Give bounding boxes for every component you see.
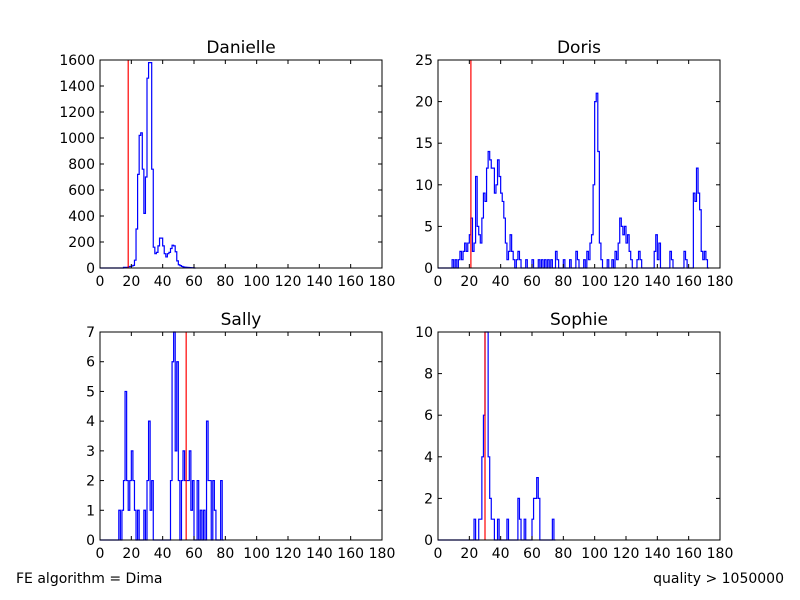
y-tick-label: 6 — [86, 355, 95, 371]
y-tick-label: 1200 — [59, 105, 95, 121]
x-tick-label: 0 — [434, 546, 443, 562]
y-tick-label: 3 — [86, 444, 95, 460]
x-tick-label: 180 — [707, 274, 734, 290]
x-tick-label: 100 — [243, 274, 270, 290]
y-tick-label: 5 — [86, 384, 95, 400]
x-tick-label: 100 — [581, 274, 608, 290]
x-tick-label: 160 — [675, 274, 702, 290]
x-tick-label: 80 — [554, 274, 572, 290]
x-tick-label: 180 — [369, 546, 396, 562]
y-tick-label: 1 — [86, 503, 95, 519]
axes-frame — [99, 331, 383, 541]
footer-algorithm-label: FE algorithm = Dima — [16, 571, 163, 587]
y-tick-label: 20 — [415, 95, 433, 111]
x-tick-label: 60 — [523, 274, 541, 290]
y-tick-label: 800 — [68, 157, 95, 173]
axes-frame — [437, 331, 721, 541]
x-tick-label: 160 — [337, 274, 364, 290]
x-tick-label: 20 — [122, 274, 140, 290]
x-tick-label: 180 — [707, 546, 734, 562]
x-tick-label: 80 — [216, 546, 234, 562]
y-tick-label: 1400 — [59, 79, 95, 95]
y-tick-label: 2 — [86, 474, 95, 490]
x-tick-label: 100 — [581, 546, 608, 562]
y-tick-label: 0 — [424, 261, 433, 277]
x-tick-label: 60 — [185, 546, 203, 562]
x-tick-label: 60 — [185, 274, 203, 290]
panel-title: Danielle — [206, 38, 275, 58]
x-tick-label: 120 — [275, 546, 302, 562]
x-tick-label: 40 — [154, 274, 172, 290]
y-tick-label: 400 — [68, 209, 95, 225]
x-tick-label: 40 — [492, 274, 510, 290]
y-tick-label: 10 — [415, 325, 433, 341]
panel-2: Sally 0 20 40 60 80 100 120 140 160 180 0 1 2 3 4 5 6 7 — [86, 310, 395, 562]
panel-title: Doris — [557, 38, 601, 58]
footer-quality-label: quality > 1050000 — [653, 571, 784, 587]
y-tick-label: 8 — [424, 367, 433, 383]
histogram-series — [100, 331, 224, 541]
y-tick-label: 1600 — [59, 53, 95, 69]
x-tick-label: 20 — [122, 546, 140, 562]
x-tick-label: 140 — [306, 274, 333, 290]
y-tick-label: 4 — [424, 450, 433, 466]
y-tick-label: 200 — [68, 235, 95, 251]
x-tick-label: 80 — [554, 546, 572, 562]
y-tick-label: 15 — [415, 136, 433, 152]
panel-0: Danielle 0 20 40 60 80 100 120 140 160 180 0 200 400 6… — [59, 38, 395, 290]
x-tick-label: 180 — [369, 274, 396, 290]
x-tick-label: 120 — [613, 546, 640, 562]
y-tick-label: 7 — [86, 325, 95, 341]
y-tick-label: 10 — [415, 178, 433, 194]
histogram-series — [438, 331, 556, 541]
y-tick-label: 0 — [424, 533, 433, 549]
x-tick-label: 100 — [243, 546, 270, 562]
y-tick-label: 1000 — [59, 131, 95, 147]
x-tick-label: 160 — [337, 546, 364, 562]
x-tick-label: 120 — [613, 274, 640, 290]
histogram-series — [438, 92, 710, 269]
panel-title: Sophie — [550, 310, 608, 330]
y-tick-label: 4 — [86, 414, 95, 430]
y-tick-label: 5 — [424, 219, 433, 235]
y-tick-label: 0 — [86, 533, 95, 549]
y-tick-label: 2 — [424, 491, 433, 507]
x-tick-label: 80 — [216, 274, 234, 290]
panel-title: Sally — [221, 310, 262, 330]
x-tick-label: 40 — [154, 546, 172, 562]
x-tick-label: 140 — [644, 274, 671, 290]
y-tick-label: 6 — [424, 408, 433, 424]
panel-1: Doris 0 20 40 60 80 100 120 140 160 180 0 5 10 15 20 25 — [415, 38, 733, 290]
x-tick-label: 0 — [96, 274, 105, 290]
y-tick-label: 25 — [415, 53, 433, 69]
x-tick-label: 140 — [644, 546, 671, 562]
x-tick-label: 20 — [460, 274, 478, 290]
x-tick-label: 60 — [523, 546, 541, 562]
y-tick-label: 0 — [86, 261, 95, 277]
x-tick-label: 0 — [434, 274, 443, 290]
x-tick-label: 0 — [96, 546, 105, 562]
x-tick-label: 20 — [460, 546, 478, 562]
x-tick-label: 140 — [306, 546, 333, 562]
panel-3: Sophie 0 20 40 60 80 100 120 140 160 180 0 2 4 6 8 10 — [415, 310, 733, 562]
x-tick-label: 160 — [675, 546, 702, 562]
axes-frame — [437, 59, 721, 269]
histogram-series — [100, 62, 196, 269]
y-tick-label: 600 — [68, 183, 95, 199]
x-tick-label: 120 — [275, 274, 302, 290]
x-tick-label: 40 — [492, 546, 510, 562]
